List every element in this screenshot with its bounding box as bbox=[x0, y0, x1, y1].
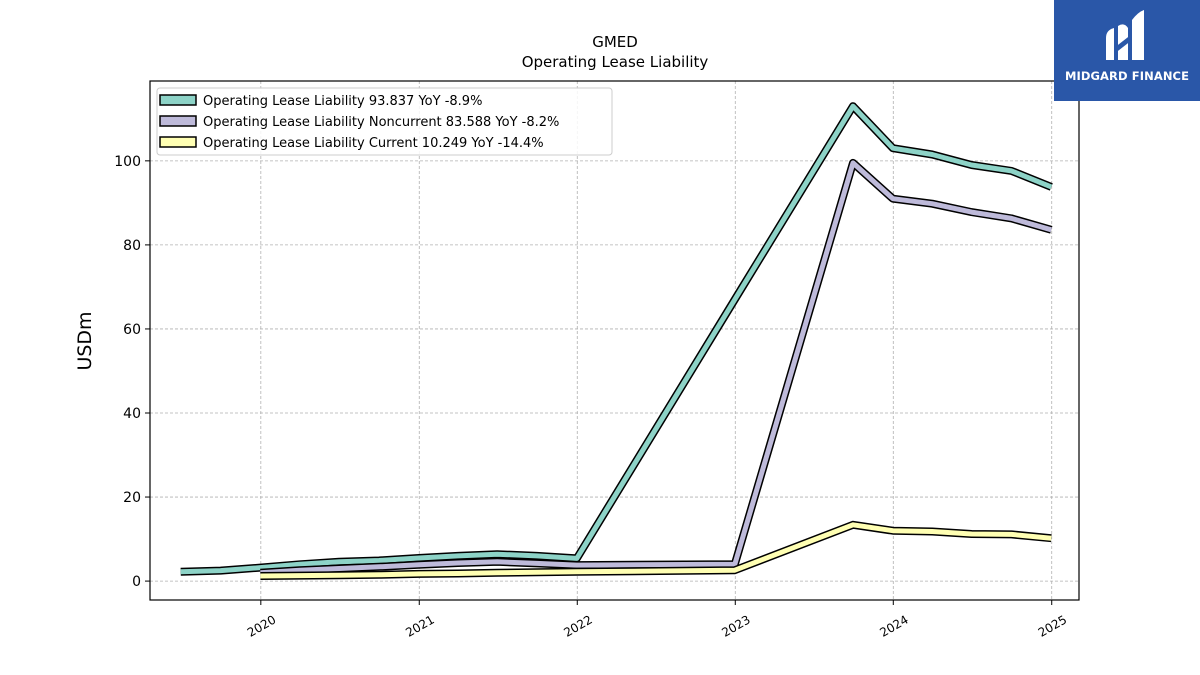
series-line-2 bbox=[260, 160, 1052, 576]
series-layer bbox=[180, 102, 1053, 580]
legend-entry-2: Operating Lease Liability Noncurrent 83.… bbox=[203, 115, 559, 130]
legend-entry-3: Operating Lease Liability Current 10.249… bbox=[203, 136, 544, 151]
y-axis-label: USDm bbox=[74, 311, 96, 370]
brand-logo: MIDGARD FINANCE bbox=[1054, 0, 1200, 101]
series-line-3 bbox=[260, 522, 1052, 579]
x-tick-label: 2020 bbox=[245, 612, 278, 639]
y-tick-label: 80 bbox=[123, 238, 141, 254]
legend-swatch-1 bbox=[159, 94, 197, 106]
legend: Operating Lease Liability 93.837 YoY -8.… bbox=[156, 87, 613, 156]
legend-entry-1: Operating Lease Liability 93.837 YoY -8.… bbox=[203, 94, 482, 109]
x-tick-label: 2024 bbox=[877, 612, 910, 639]
y-tick-label: 40 bbox=[123, 406, 141, 422]
series-outline-1 bbox=[180, 102, 1053, 576]
grid-lines bbox=[150, 81, 1079, 600]
plot-frame bbox=[149, 80, 1080, 601]
series-line-1 bbox=[180, 103, 1053, 575]
x-tick-label: 2021 bbox=[403, 612, 436, 639]
legend-swatch-2 bbox=[159, 115, 197, 127]
y-tick-label: 20 bbox=[123, 490, 141, 506]
legend-box bbox=[156, 87, 613, 156]
y-tick-label: 60 bbox=[123, 322, 141, 338]
y-axis-ticks: 0 20 40 60 80 100 bbox=[114, 154, 150, 590]
chart-subtitle: Operating Lease Liability bbox=[522, 53, 709, 71]
x-tick-label: 2022 bbox=[561, 612, 594, 639]
legend-swatch-3 bbox=[159, 136, 197, 148]
brand-name: MIDGARD FINANCE bbox=[1064, 69, 1190, 83]
x-axis-ticks: 2020 2021 2022 2023 2024 2025 bbox=[245, 600, 1069, 640]
y-tick-label: 100 bbox=[114, 154, 141, 170]
chart-title: GMED bbox=[592, 33, 638, 51]
x-tick-label: 2023 bbox=[719, 612, 752, 639]
x-tick-label: 2025 bbox=[1036, 612, 1069, 639]
y-tick-label: 0 bbox=[132, 574, 141, 590]
midgard-logo-icon bbox=[1106, 10, 1144, 60]
series-outline-2 bbox=[260, 158, 1053, 577]
